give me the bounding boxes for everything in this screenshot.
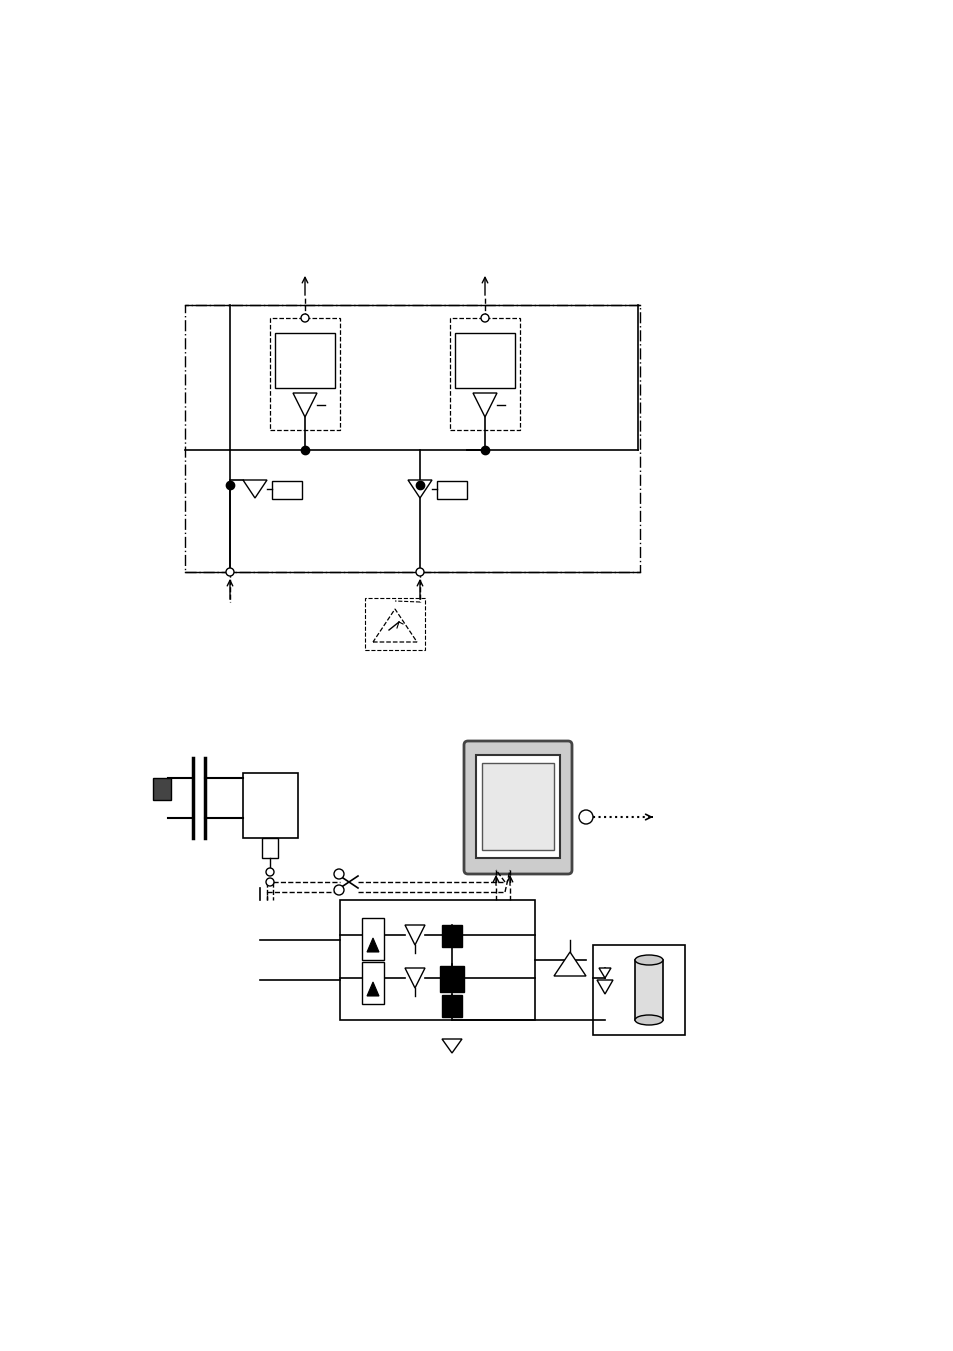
Bar (441, 925, 461, 947)
Circle shape (226, 567, 233, 576)
Ellipse shape (635, 1015, 662, 1025)
Circle shape (334, 869, 344, 880)
Circle shape (266, 867, 274, 875)
Bar (441, 994, 461, 1017)
Circle shape (301, 313, 309, 322)
Bar (339, 900, 535, 1020)
Bar (481, 763, 554, 850)
Bar (455, 332, 515, 388)
Bar (476, 755, 559, 858)
Circle shape (266, 878, 274, 886)
Polygon shape (408, 480, 432, 499)
Polygon shape (405, 925, 424, 944)
Bar (439, 966, 463, 992)
Polygon shape (597, 979, 613, 994)
Polygon shape (441, 1039, 461, 1052)
Circle shape (578, 811, 593, 824)
Bar (436, 481, 467, 499)
Polygon shape (243, 480, 267, 499)
Polygon shape (367, 938, 378, 952)
Bar (361, 962, 384, 1004)
Bar (635, 961, 662, 1020)
Polygon shape (367, 982, 378, 996)
Polygon shape (293, 393, 316, 417)
Polygon shape (554, 952, 585, 975)
Bar (262, 838, 277, 858)
Bar (243, 773, 297, 838)
Polygon shape (598, 969, 610, 978)
Bar (365, 598, 424, 650)
Polygon shape (405, 969, 424, 988)
Bar (274, 332, 335, 388)
Circle shape (480, 313, 489, 322)
Bar (593, 944, 684, 1035)
FancyBboxPatch shape (463, 740, 572, 874)
Ellipse shape (635, 955, 662, 965)
Bar (270, 317, 339, 430)
Polygon shape (473, 393, 497, 417)
Circle shape (416, 567, 423, 576)
Bar (185, 305, 639, 571)
Bar (361, 917, 384, 961)
Bar (450, 317, 519, 430)
Bar (272, 481, 302, 499)
Circle shape (334, 885, 344, 894)
Bar (152, 778, 171, 800)
